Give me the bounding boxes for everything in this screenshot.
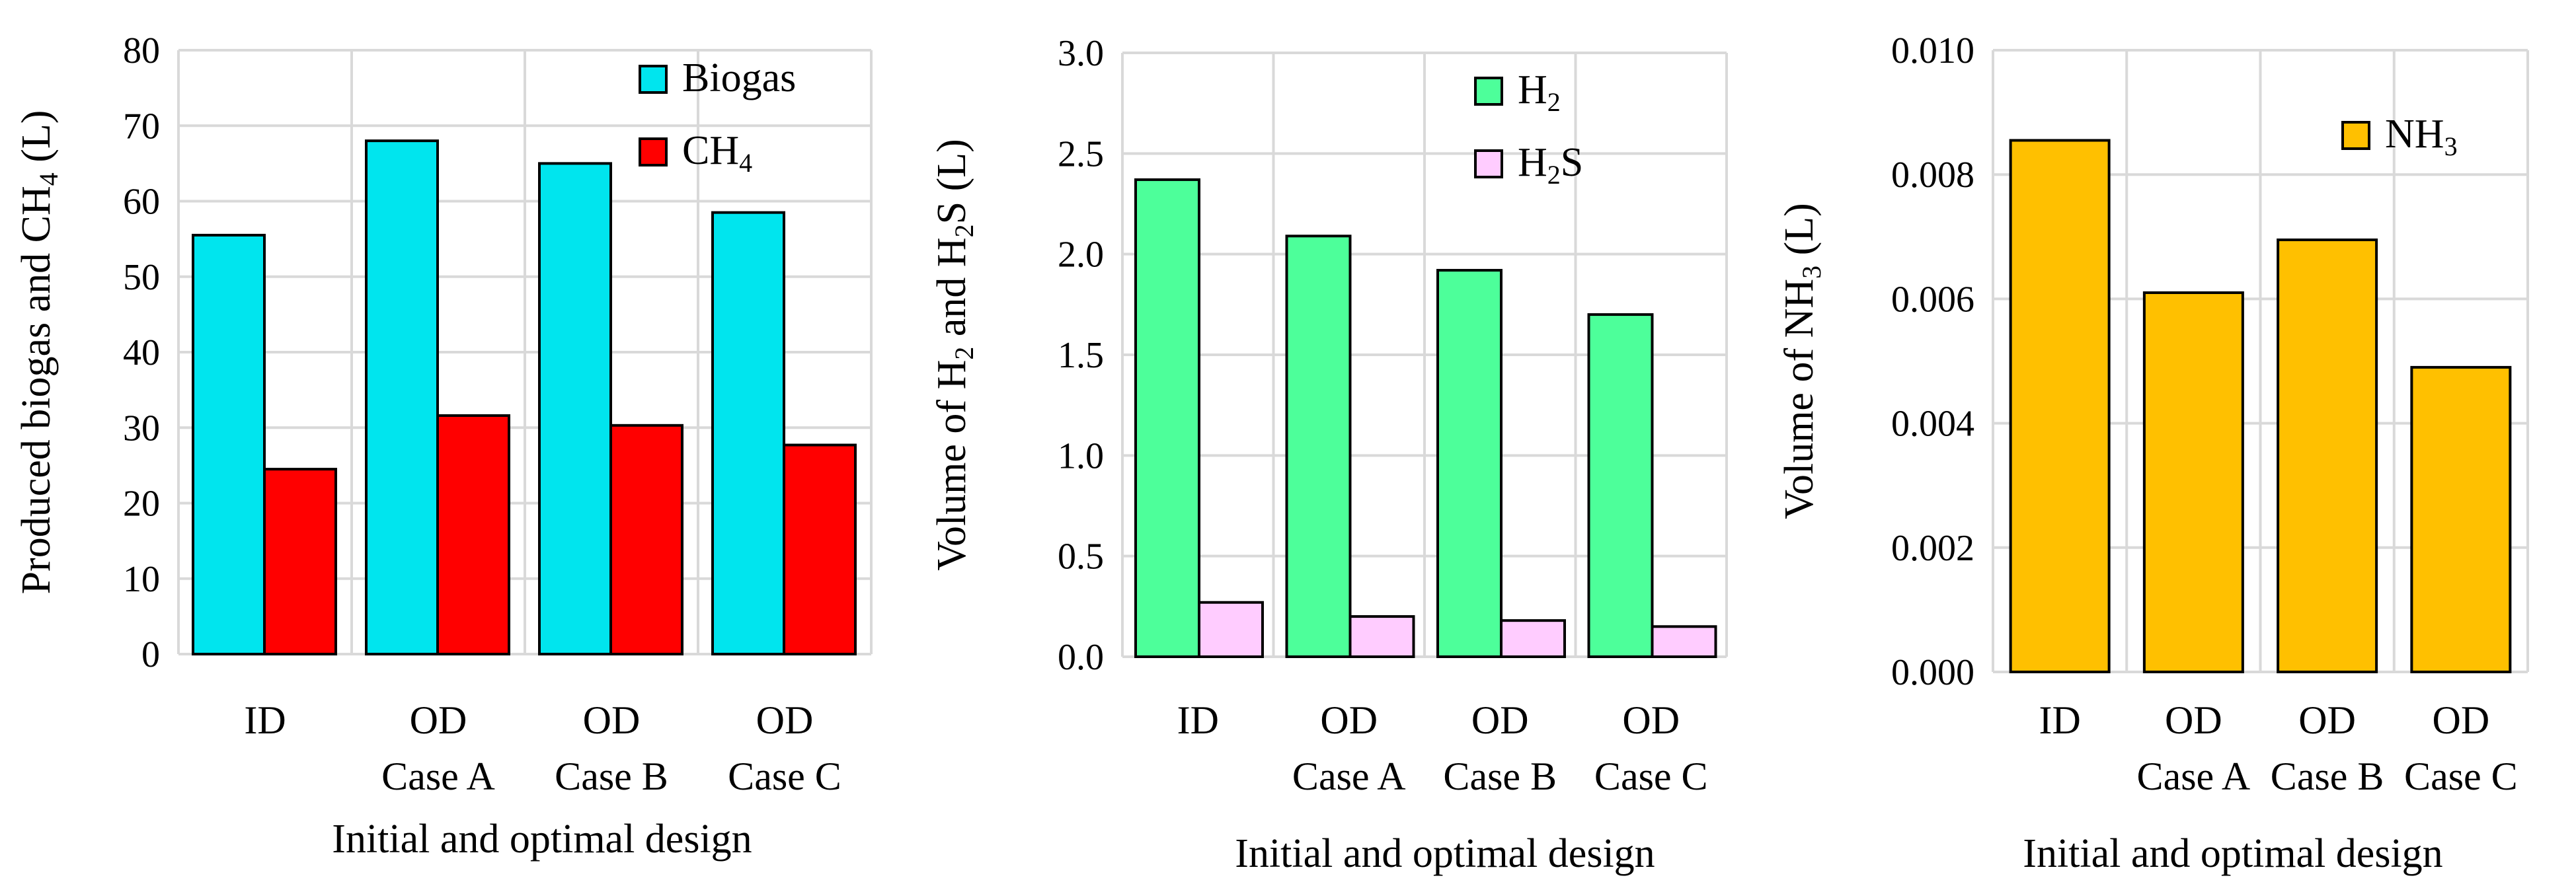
- legend-label-h2: H2: [1518, 67, 1561, 117]
- y-axis-title: Volume of NH3 (L): [1777, 203, 1826, 519]
- legend-label-h2s: H2S: [1518, 140, 1583, 190]
- y-tick-label: 0.5: [1058, 536, 1104, 577]
- bar-biogas-3: [538, 162, 612, 655]
- bar-h2-1: [1134, 178, 1200, 658]
- x-category-label: Case A: [381, 755, 495, 798]
- bar-ch4-3: [609, 424, 683, 655]
- legend-swatch-ch4: [639, 137, 668, 166]
- y-tick-label: 0.000: [1891, 652, 1974, 693]
- bar-h2s-3: [1500, 619, 1566, 658]
- bar-h2s-2: [1348, 615, 1415, 658]
- legend-label-biogas: Biogas: [682, 56, 796, 100]
- y-tick-label: 2.5: [1058, 133, 1104, 174]
- bar-ch4-2: [436, 414, 510, 655]
- x-category-label: Case C: [2404, 755, 2518, 798]
- y-tick-label: 60: [123, 182, 160, 223]
- y-tick-label: 10: [123, 559, 160, 600]
- chart-1: 0 10 20 30 40 50 60 70 80 ID OD Case A OD Case B OD Cas…: [14, 30, 873, 862]
- x-category-label: Case C: [728, 755, 841, 798]
- bar-nh3-1: [2009, 139, 2111, 673]
- legend-swatch-biogas: [639, 65, 668, 94]
- chart-2: 0.0 0.5 1.0 1.5 2.0 2.5 3.0 ID OD Case A OD Case B O…: [929, 33, 1728, 876]
- y-tick-label: 80: [123, 30, 160, 71]
- y-tick-label: 1.5: [1058, 335, 1104, 376]
- bar-ch4-4: [783, 443, 857, 656]
- x-category-label: OD: [1471, 698, 1529, 742]
- y-tick-label: 1.0: [1058, 435, 1104, 476]
- y-tick-label: 0.010: [1891, 30, 1974, 71]
- x-category-label: OD: [583, 698, 641, 742]
- y-tick-label: 0.0: [1058, 637, 1104, 678]
- y-tick-label: 0: [141, 634, 160, 675]
- bar-ch4-1: [263, 468, 337, 656]
- legend-label-nh3: NH3: [2385, 112, 2458, 161]
- y-tick-label: 0.006: [1891, 279, 1974, 320]
- x-category-label: OD: [1320, 698, 1378, 742]
- x-axis-title: Initial and optimal design: [2023, 831, 2442, 876]
- bar-h2-2: [1285, 235, 1352, 659]
- y-axis-title: Volume of H2 and H2S (L): [929, 139, 979, 571]
- x-category-label: Case B: [1443, 755, 1557, 798]
- x-category-label: OD: [410, 698, 467, 742]
- x-category-label: Case A: [1292, 755, 1406, 798]
- legend-swatch-h2: [1474, 77, 1503, 106]
- bar-h2s-1: [1198, 601, 1264, 658]
- x-axis-title: Initial and optimal design: [1235, 831, 1655, 876]
- x-category-label: Case B: [555, 755, 668, 798]
- y-tick-label: 0.004: [1891, 404, 1974, 445]
- x-category-label: ID: [244, 698, 286, 742]
- bar-biogas-4: [711, 211, 785, 655]
- x-category-label: Case C: [1594, 755, 1708, 798]
- x-category-label: OD: [756, 698, 814, 742]
- x-category-label: ID: [1177, 698, 1219, 742]
- bar-h2-4: [1587, 313, 1654, 659]
- y-tick-label: 50: [123, 257, 160, 298]
- bar-nh3-3: [2277, 239, 2378, 673]
- x-category-label: OD: [2433, 698, 2490, 742]
- x-category-label: Case A: [2137, 755, 2251, 798]
- chart-3: 0.000 0.002 0.004 0.006 0.008 0.010 ID OD Case A…: [1777, 30, 2529, 876]
- x-category-label: OD: [2165, 698, 2222, 742]
- legend-label-ch4: CH4: [682, 128, 752, 178]
- bar-biogas-1: [192, 233, 266, 656]
- legend-swatch-h2s: [1474, 149, 1503, 178]
- bar-nh3-4: [2410, 365, 2512, 673]
- x-category-label: OD: [2298, 698, 2356, 742]
- x-category-label: Case B: [2271, 755, 2384, 798]
- y-tick-label: 70: [123, 106, 160, 147]
- y-axis-title: Produced biogas and CH4 (L): [14, 110, 63, 595]
- y-tick-label: 0.002: [1891, 528, 1974, 569]
- y-tick-label: 20: [123, 484, 160, 525]
- y-tick-label: 3.0: [1058, 33, 1104, 74]
- x-category-label: ID: [2039, 698, 2080, 742]
- x-category-label: OD: [1622, 698, 1680, 742]
- y-tick-label: 0.008: [1891, 155, 1974, 196]
- bar-nh3-2: [2142, 291, 2244, 673]
- y-tick-label: 30: [123, 408, 160, 449]
- bar-biogas-2: [365, 139, 439, 656]
- y-tick-label: 40: [123, 332, 160, 373]
- x-axis-title: Initial and optimal design: [332, 817, 752, 862]
- legend-swatch-nh3: [2341, 121, 2370, 150]
- bar-h2s-4: [1651, 625, 1717, 658]
- y-tick-label: 2.0: [1058, 235, 1104, 276]
- bar-h2-3: [1436, 269, 1503, 659]
